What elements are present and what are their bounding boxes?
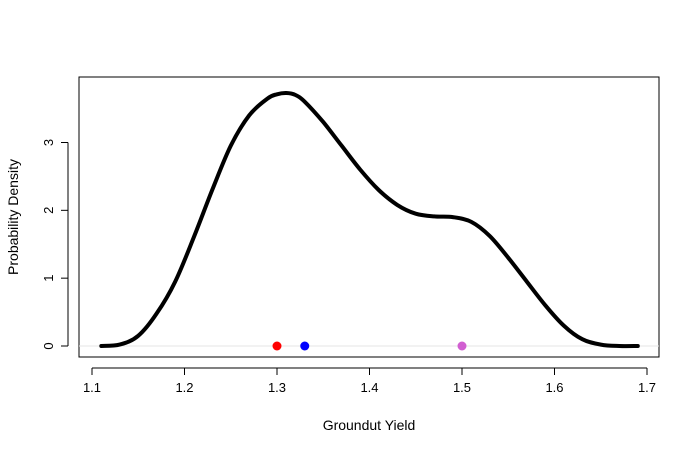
y-axis: 0 1 2 3: [41, 139, 69, 350]
x-axis: 1.1 1.2 1.3 1.4 1.5 1.6 1.7: [83, 367, 656, 395]
x-tick-label: 1.7: [638, 380, 656, 395]
x-tick-label: 1.6: [545, 380, 563, 395]
density-curve: [99, 90, 640, 349]
data-point: [300, 341, 310, 351]
y-tick-label: 1: [41, 275, 56, 282]
y-tick-label: 3: [41, 139, 56, 146]
data-point: [272, 341, 282, 351]
y-axis-title: Probability Density: [5, 159, 21, 275]
y-tick-label: 2: [41, 207, 56, 214]
x-tick-label: 1.5: [453, 380, 471, 395]
x-tick-label: 1.4: [360, 380, 378, 395]
x-axis-title: Groundut Yield: [323, 417, 416, 433]
x-tick-label: 1.1: [83, 380, 101, 395]
data-point: [457, 341, 467, 351]
x-tick-label: 1.2: [175, 380, 193, 395]
plot-frame: [78, 76, 660, 358]
x-tick-label: 1.3: [268, 380, 286, 395]
y-tick-label: 0: [41, 342, 56, 349]
